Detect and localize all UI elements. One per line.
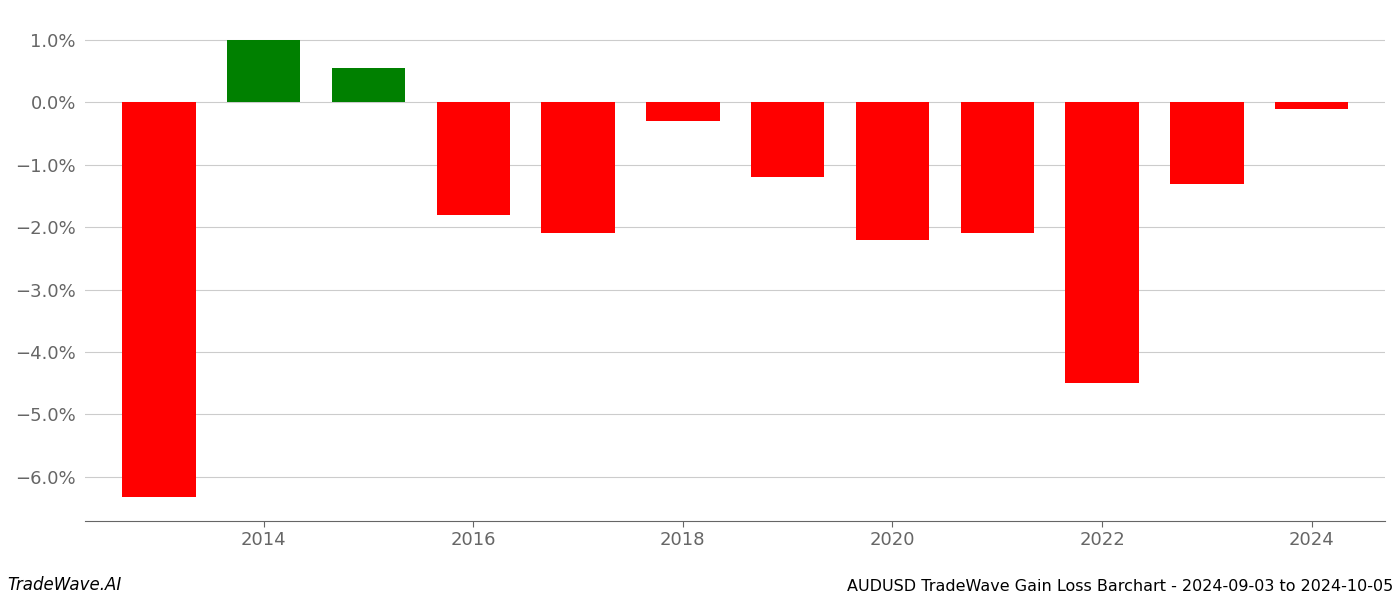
Bar bbox=[750, 103, 825, 177]
Bar bbox=[437, 103, 510, 215]
Bar bbox=[647, 103, 720, 121]
Bar bbox=[122, 103, 196, 497]
Bar bbox=[960, 103, 1035, 233]
Bar bbox=[332, 68, 405, 103]
Bar bbox=[227, 40, 301, 103]
Bar bbox=[1275, 103, 1348, 109]
Text: AUDUSD TradeWave Gain Loss Barchart - 2024-09-03 to 2024-10-05: AUDUSD TradeWave Gain Loss Barchart - 20… bbox=[847, 579, 1393, 594]
Text: TradeWave.AI: TradeWave.AI bbox=[7, 576, 122, 594]
Bar bbox=[855, 103, 930, 240]
Bar bbox=[1170, 103, 1243, 184]
Bar bbox=[1065, 103, 1138, 383]
Bar bbox=[542, 103, 615, 233]
